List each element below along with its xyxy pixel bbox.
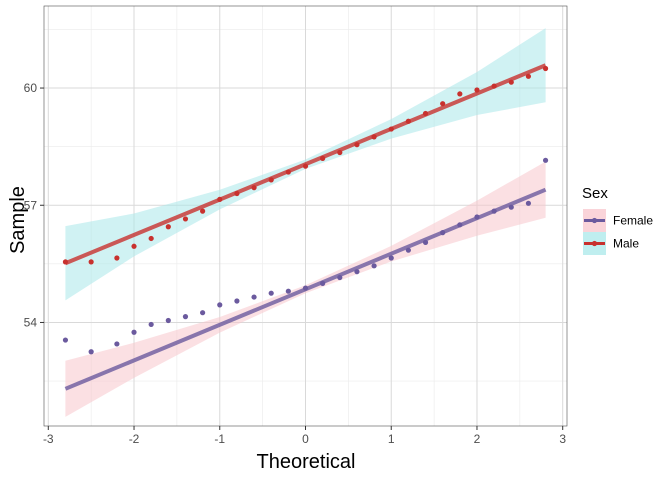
y-tick-label: 60 (24, 81, 38, 95)
legend-title: Sex (582, 185, 608, 202)
female-point (320, 280, 326, 286)
female-point (268, 290, 274, 296)
x-tick-label: -1 (214, 432, 225, 446)
x-tick-label: 0 (302, 432, 309, 446)
male-point (440, 101, 446, 107)
female-legend-label: Female (613, 214, 653, 228)
male-point (457, 91, 463, 97)
male-point (114, 255, 120, 261)
male-point (388, 126, 394, 132)
female-point (200, 310, 206, 316)
female-point (88, 349, 94, 355)
y-tick-label: 57 (24, 198, 38, 212)
male-point (165, 224, 171, 230)
female-point (285, 288, 291, 294)
female-point (422, 239, 429, 245)
male-point (88, 259, 94, 265)
x-axis-title: Theoretical (257, 451, 356, 473)
x-tick-label: 1 (388, 432, 395, 446)
female-point (388, 255, 394, 261)
male-point (508, 79, 514, 85)
female-point (251, 294, 257, 300)
female-point (508, 204, 514, 210)
female-point (182, 314, 189, 320)
female-point (525, 200, 532, 206)
female-point (371, 263, 377, 269)
male-point (285, 169, 291, 175)
male-point (371, 134, 377, 140)
female-point (234, 298, 240, 304)
male-legend-point (591, 240, 598, 247)
male-point (62, 259, 69, 265)
x-tick-label: 2 (474, 432, 481, 446)
male-point (234, 190, 240, 197)
female-point (457, 222, 463, 228)
y-axis-title: Sample (7, 186, 29, 254)
male-point (337, 149, 343, 156)
x-tick-label: -3 (43, 432, 54, 446)
male-point (148, 235, 154, 242)
male-point (405, 118, 411, 124)
female-point (165, 317, 171, 324)
male-point (302, 163, 309, 169)
x-tick-label: 3 (559, 432, 566, 446)
male-point (182, 216, 189, 222)
female-point (440, 230, 446, 236)
male-point (251, 185, 257, 191)
female-point (405, 247, 411, 253)
female-point (337, 274, 343, 281)
male-point (525, 73, 532, 79)
male-point (491, 83, 497, 89)
female-point (131, 329, 137, 335)
male-point (474, 87, 480, 93)
male-point (217, 196, 223, 202)
legend-keys: Female Male (583, 209, 653, 255)
female-point (354, 269, 360, 275)
male-point (422, 110, 429, 117)
female-legend-point (591, 217, 598, 224)
legend: Sex Female Male (582, 185, 653, 255)
y-axis-ticks: 54 57 60 (24, 81, 44, 329)
male-point (320, 155, 326, 161)
female-point (542, 157, 549, 163)
male-point (354, 142, 360, 148)
female-point (302, 285, 309, 291)
male-point (131, 243, 137, 249)
female-point (62, 337, 69, 343)
male-legend-label: Male (613, 237, 639, 251)
female-point (148, 321, 154, 328)
male-point (200, 208, 206, 214)
data-points (62, 65, 549, 355)
female-point (474, 214, 480, 220)
x-tick-label: -2 (129, 432, 140, 446)
x-axis-ticks: -3 -2 -1 0 1 2 3 (43, 426, 566, 446)
female-point (114, 341, 120, 347)
female-point (491, 208, 497, 214)
female-point (217, 302, 223, 308)
y-tick-label: 54 (24, 315, 38, 329)
male-point (268, 177, 274, 183)
male-point (542, 65, 549, 72)
